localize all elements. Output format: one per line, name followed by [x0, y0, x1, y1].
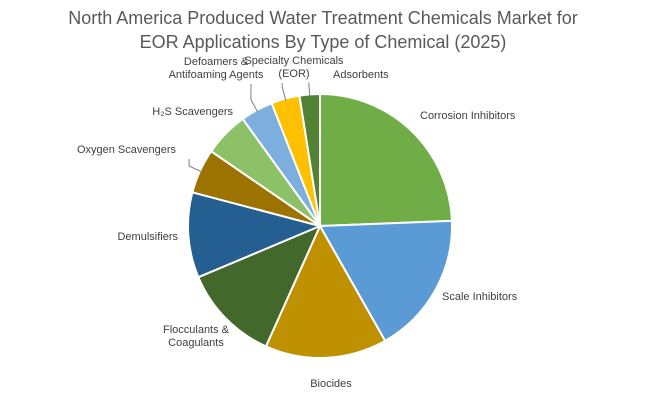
- slice-label-line: H₂S Scavengers: [152, 106, 233, 118]
- slice-label-line: Scale Inhibitors: [442, 291, 518, 303]
- leader-line-7: [250, 84, 259, 113]
- slice-label-0: Corrosion Inhibitors: [420, 110, 516, 122]
- leader-line-9: [308, 82, 311, 97]
- slice-label-line: Defoamers &: [184, 56, 249, 68]
- slice-label-4: Demulsifiers: [117, 231, 178, 243]
- slice-label-5: Oxygen Scavengers: [77, 144, 177, 156]
- slice-label-6: H₂S Scavengers: [152, 106, 233, 118]
- chart-title-line-1: North America Produced Water Treatment C…: [68, 8, 578, 28]
- slice-label-9: Adsorbents: [333, 69, 389, 81]
- slice-label-line: Adsorbents: [333, 69, 389, 81]
- leader-lines: [188, 82, 311, 173]
- slice-label-3: Flocculants & Coagulants: [163, 324, 230, 349]
- slice-labels: Corrosion Inhibitors Scale Inhibitors Bioc…: [77, 55, 518, 390]
- slice-label-8: Specialty Chemicals (EOR): [244, 55, 344, 80]
- pie-slice-0: [319, 92, 453, 228]
- slice-label-1: Scale Inhibitors: [442, 291, 518, 303]
- slice-label-line: Flocculants &: [163, 324, 230, 336]
- slice-label-line: Biocides: [310, 378, 352, 390]
- pie-slice-2: [264, 223, 387, 359]
- leader-line-8: [281, 83, 287, 101]
- leader-line-5: [188, 159, 203, 173]
- slice-label-line: Specialty Chemicals: [244, 55, 344, 67]
- slice-label-line: Demulsifiers: [117, 231, 178, 243]
- pie-slices: [187, 92, 453, 359]
- slice-label-line: Coagulants: [168, 337, 224, 349]
- pie-slice-4: [187, 191, 324, 279]
- pie-slice-1: [318, 219, 453, 343]
- chart-title-line-2: EOR Applications By Type of Chemical (20…: [140, 32, 507, 52]
- slice-label-line: (EOR): [278, 68, 309, 80]
- slice-label-7: Defoamers & Antifoaming Agents: [169, 56, 264, 81]
- pie-slice-3: [197, 224, 322, 348]
- slice-label-line: Corrosion Inhibitors: [420, 110, 516, 122]
- slice-label-line: Antifoaming Agents: [169, 69, 264, 81]
- slice-label-2: Biocides: [310, 378, 352, 390]
- slice-label-line: Oxygen Scavengers: [77, 144, 177, 156]
